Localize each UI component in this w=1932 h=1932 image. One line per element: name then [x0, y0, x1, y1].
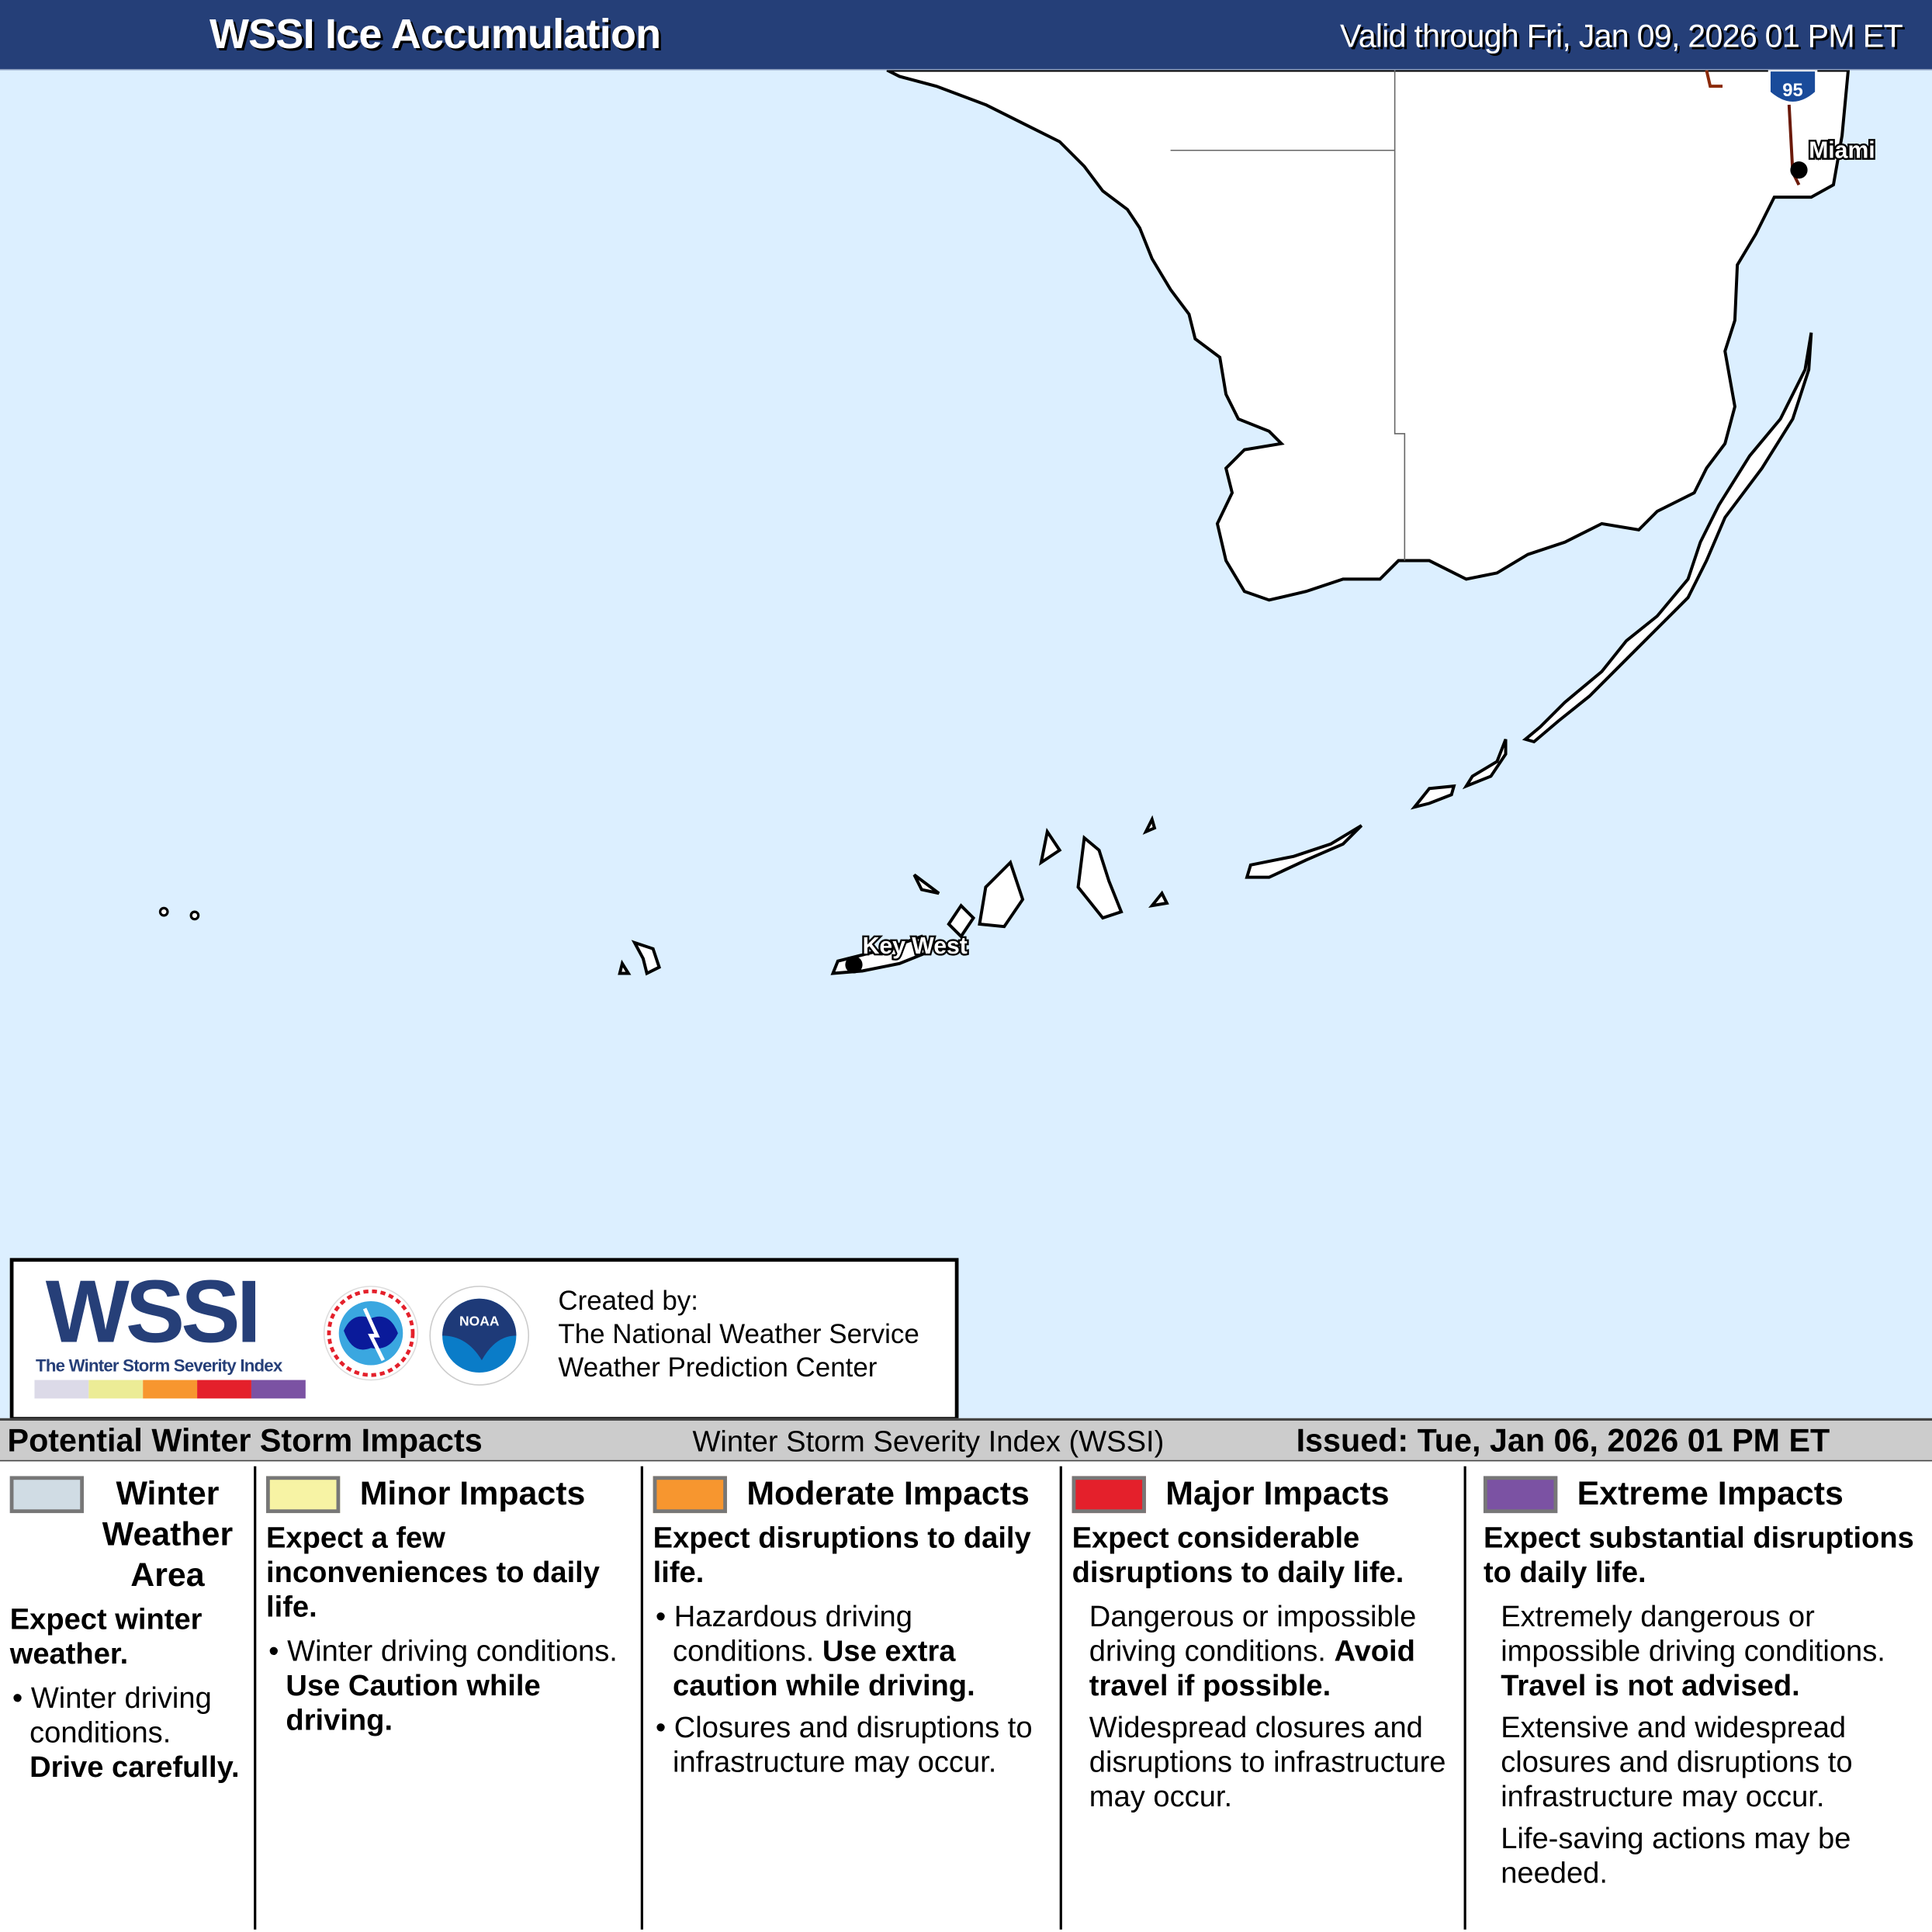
bullet: Closures and disruptions to infrastructu…	[673, 1711, 1033, 1780]
map[interactable]: 95 Miami Key West	[0, 70, 1932, 1420]
island	[189, 910, 200, 921]
divider	[1059, 1466, 1062, 1930]
bar-segment	[197, 1380, 251, 1399]
created-by-wpc: Weather Prediction Center	[558, 1352, 878, 1383]
bullet-emphasis: Use Caution while driving.	[286, 1669, 541, 1738]
legend-title: Potential Winter Storm Impacts	[7, 1421, 483, 1459]
category-title: Extreme Impacts	[1577, 1474, 1844, 1512]
category-title: Winter Weather Area	[102, 1474, 234, 1594]
created-by-label: Created by:	[558, 1285, 698, 1316]
bullet-emphasis: Travel is not advised.	[1501, 1669, 1800, 1703]
divider	[1463, 1466, 1466, 1930]
legend-extreme-impacts: Extreme Impacts Expect substantial disru…	[1466, 1461, 1932, 1932]
swatch-moderate	[653, 1476, 727, 1514]
category-title: Minor Impacts	[359, 1474, 586, 1512]
bullet-emphasis: Avoid travel if possible.	[1089, 1635, 1415, 1703]
header-bar: WSSI Ice Accumulation Valid through Fri,…	[0, 0, 1932, 71]
key-west-marker	[845, 956, 863, 974]
island	[158, 906, 169, 917]
miami-marker	[1790, 161, 1808, 179]
bullet: Winter driving conditions.	[287, 1635, 618, 1669]
category-title: Moderate Impacts	[746, 1474, 1030, 1512]
legend-major-impacts: Major Impacts Expect considerable disrup…	[1062, 1461, 1464, 1932]
legend-moderate-impacts: Moderate Impacts Expect disruptions to d…	[643, 1461, 1060, 1932]
bar-segment	[34, 1380, 89, 1399]
miami-label: Miami	[1809, 137, 1875, 163]
divider	[640, 1466, 643, 1930]
legend-index-name: Winter Storm Severity Index (WSSI)	[692, 1425, 1165, 1459]
created-by: Created by: The National Weather Service…	[558, 1284, 919, 1384]
impact-legend: Winter Weather Area Expect winter weathe…	[0, 1461, 1932, 1932]
bar-segment	[251, 1380, 306, 1399]
bullet: Hazardous driving conditions.	[673, 1600, 912, 1669]
swatch-major	[1072, 1476, 1146, 1514]
florida-mainland	[886, 70, 1851, 602]
bullet: Dangerous or impossible driving conditio…	[1089, 1600, 1417, 1669]
swatch-extreme	[1483, 1476, 1558, 1514]
wssi-subtitle: The Winter Storm Severity Index	[36, 1355, 282, 1376]
county-line	[1170, 70, 1406, 561]
wssi-logo: WSSI	[45, 1262, 261, 1362]
florida-keys	[1522, 332, 1813, 744]
issued-time: Issued: Tue, Jan 06, 2026 01 PM ET	[1296, 1421, 1830, 1459]
middle-keys	[1245, 739, 1508, 879]
bar-segment	[143, 1380, 198, 1399]
swatch-winter-weather	[9, 1476, 84, 1514]
credits-box: WSSI The Winter Storm Severity Index NOA…	[9, 1258, 959, 1421]
svg-text:95: 95	[1782, 80, 1802, 101]
category-summary: Expect winter weather.	[9, 1603, 203, 1671]
category-summary: Expect a few inconveniences to daily lif…	[266, 1522, 600, 1624]
lower-keys	[618, 815, 1169, 976]
noaa-logo-icon: NOAA	[429, 1286, 530, 1386]
legend-winter-weather-area: Winter Weather Area Expect winter weathe…	[0, 1461, 254, 1932]
created-by-nws: The National Weather Service	[558, 1318, 919, 1349]
legend-header: Potential Winter Storm Impacts Winter St…	[0, 1418, 1932, 1463]
bullet: Extremely dangerous or impossible drivin…	[1501, 1600, 1885, 1669]
valid-time: Valid through Fri, Jan 09, 2026 01 PM ET	[1340, 17, 1903, 54]
svg-text:NOAA: NOAA	[459, 1314, 500, 1329]
category-summary: Expect considerable disruptions to daily…	[1072, 1522, 1404, 1590]
highway	[1705, 70, 1723, 88]
nws-logo-icon	[323, 1286, 419, 1381]
category-summary: Expect substantial disruptions to daily …	[1483, 1522, 1914, 1590]
bar-segment	[88, 1380, 144, 1399]
bullet: Widespread closures and disruptions to i…	[1089, 1711, 1446, 1814]
bullet: Extensive and widespread closures and di…	[1501, 1711, 1853, 1814]
wssi-color-bar	[34, 1380, 306, 1399]
swatch-minor	[266, 1476, 341, 1514]
category-summary: Expect disruptions to daily life.	[653, 1522, 1031, 1590]
map-title: WSSI Ice Accumulation	[209, 11, 661, 58]
bullet-emphasis: Drive carefully.	[29, 1750, 240, 1785]
key-west-label: Key West	[863, 933, 968, 959]
divider	[254, 1466, 257, 1930]
category-title: Major Impacts	[1165, 1474, 1390, 1512]
legend-minor-impacts: Minor Impacts Expect a few inconvenience…	[256, 1461, 640, 1932]
i95-shield-icon: 95	[1768, 70, 1818, 105]
bullet: Winter driving conditions.	[29, 1681, 212, 1750]
bullet: Life-saving actions may be needed.	[1501, 1822, 1851, 1891]
bullet-emphasis: Use extra caution while driving.	[673, 1635, 975, 1703]
